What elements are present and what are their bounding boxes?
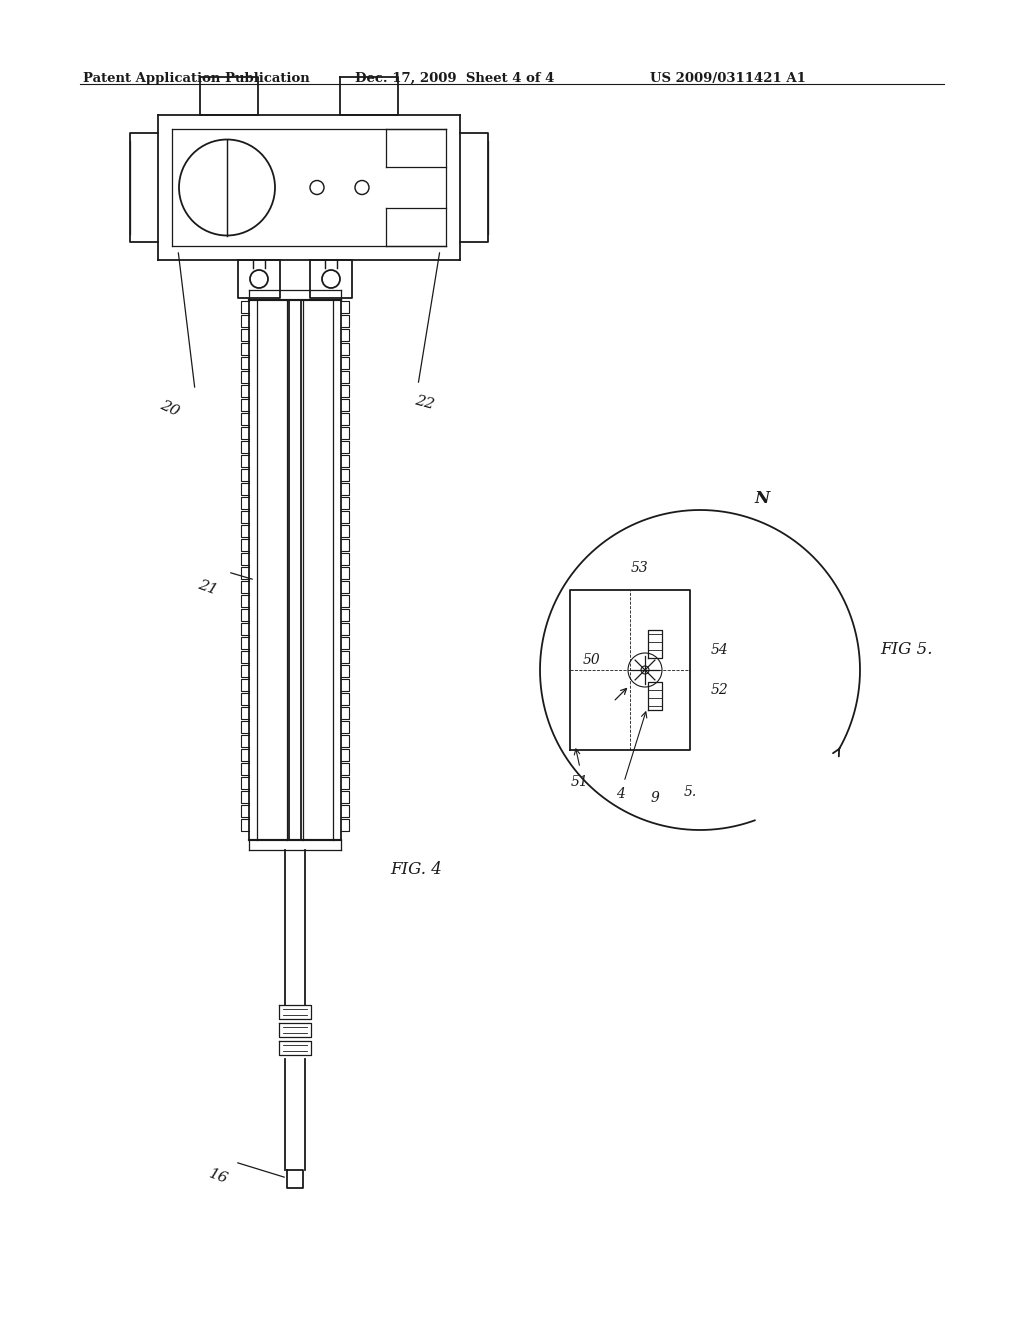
Text: 54: 54: [711, 643, 729, 657]
Text: 4: 4: [615, 787, 625, 801]
Text: US 2009/0311421 A1: US 2009/0311421 A1: [650, 73, 806, 84]
Text: FIG 5.: FIG 5.: [880, 642, 933, 659]
Text: 16: 16: [207, 1167, 229, 1187]
Text: 22: 22: [414, 393, 436, 412]
Text: 52: 52: [711, 682, 729, 697]
Text: 50: 50: [583, 653, 601, 667]
Text: Dec. 17, 2009  Sheet 4 of 4: Dec. 17, 2009 Sheet 4 of 4: [355, 73, 554, 84]
Text: 20: 20: [158, 397, 182, 418]
Text: 5.: 5.: [683, 785, 696, 799]
Text: N: N: [755, 491, 770, 507]
Text: 9: 9: [650, 791, 659, 805]
Text: Patent Application Publication: Patent Application Publication: [83, 73, 309, 84]
Text: 51: 51: [571, 775, 589, 789]
Text: 53: 53: [631, 561, 649, 576]
Text: FIG. 4: FIG. 4: [390, 862, 442, 879]
Text: 21: 21: [197, 578, 219, 598]
